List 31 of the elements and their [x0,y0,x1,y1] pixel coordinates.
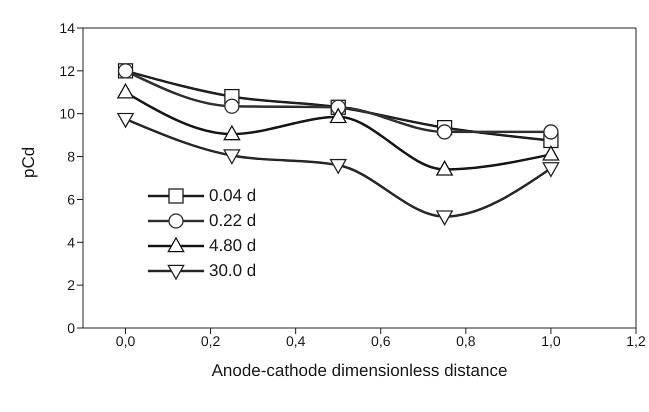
y-tick-label: 4 [67,234,76,250]
x-tick-label: 0,8 [456,332,476,349]
point [436,210,453,226]
y-tick-label: 0 [67,320,76,336]
y-tick-label: 14 [59,20,76,36]
legend-label: 0.22 d [209,210,256,230]
x-tick-label: 1,2 [626,332,646,349]
x-tick-label: 0,2 [200,332,221,349]
point [330,108,347,124]
y-axis-title: pCd [19,146,38,178]
point [330,158,347,174]
y-tick-label: 12 [59,62,76,79]
y-tick-label: 8 [67,148,76,165]
y-tick-label: 2 [67,277,76,294]
point [542,162,560,178]
x-tick-label: 1,0 [541,332,561,349]
y-tick-label: 6 [67,191,76,208]
point [224,98,240,114]
point [117,84,134,99]
legend-label: 30.0 d [209,260,256,280]
point [543,124,559,140]
legend-label: 0.04 d [209,186,256,206]
y-tick-label: 10 [59,106,76,122]
x-axis-title: Anode-cathode dimensionless distance [212,361,508,380]
point [224,149,240,164]
point [436,124,452,140]
x-tick-label: 0,0 [116,332,136,349]
legend-label: 4.80 d [209,236,256,256]
x-tick-label: 0,6 [371,332,391,349]
x-tick-label: 0,4 [286,332,306,349]
point [117,112,134,128]
